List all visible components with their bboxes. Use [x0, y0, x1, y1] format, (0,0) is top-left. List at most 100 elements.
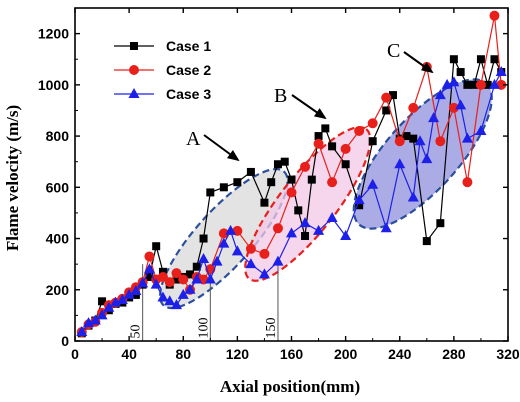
data-point [408, 102, 419, 113]
data-point [328, 142, 337, 151]
data-point [435, 136, 446, 147]
data-point [172, 275, 181, 284]
data-point [321, 124, 330, 133]
data-point [110, 296, 122, 307]
data-point [137, 277, 149, 288]
data-point [145, 272, 154, 281]
x-tick-label: 120 [226, 346, 250, 362]
data-point [448, 76, 460, 87]
data-point [191, 273, 203, 284]
data-point [233, 178, 242, 187]
data-point [313, 224, 325, 235]
data-point [422, 237, 431, 246]
legend-marker [130, 42, 138, 50]
data-point [456, 68, 465, 77]
data-point [152, 242, 161, 251]
data-point [488, 78, 500, 89]
data-point [340, 143, 351, 154]
data-point [199, 234, 208, 243]
x-axis-title: Axial position(mm) [220, 377, 360, 396]
data-point [123, 288, 135, 299]
data-point [83, 317, 95, 328]
data-point [448, 102, 459, 113]
x-tick-label: 280 [442, 346, 466, 362]
annotation-label: A [186, 128, 201, 150]
data-point [461, 132, 473, 143]
data-point [225, 224, 237, 235]
data-point [245, 258, 257, 269]
data-point [218, 228, 229, 239]
legend-marker [128, 88, 140, 98]
annotation-arrowhead [226, 150, 240, 162]
data-point [204, 273, 216, 284]
data-point [421, 153, 433, 164]
data-point [192, 262, 201, 271]
data-point [272, 223, 283, 234]
legend-label: Case 3 [166, 86, 211, 102]
data-point [177, 288, 189, 299]
data-point [327, 177, 338, 188]
data-point [367, 118, 378, 129]
data-point [164, 277, 175, 288]
tick-labels: 0 40 80 120 160 200 240 280 320 0 200 400 600 800 1000… [38, 26, 520, 362]
data-point [164, 295, 176, 306]
data-point [409, 134, 418, 143]
data-point [463, 80, 472, 89]
data-point [103, 301, 115, 312]
data-point [260, 198, 269, 207]
data-point [267, 178, 276, 187]
data-point [294, 206, 303, 215]
data-point [300, 161, 311, 172]
data-point [382, 106, 391, 115]
legend: Case 1 Case 2 Case 3 [114, 38, 211, 102]
data-point [130, 285, 142, 296]
annotation-arrowhead [420, 62, 434, 74]
legend-label: Case 2 [166, 62, 211, 78]
data-point [495, 66, 507, 77]
data-point [354, 125, 365, 136]
data-point [313, 138, 324, 149]
data-point [394, 158, 406, 169]
data-point [489, 10, 500, 21]
data-point [483, 80, 492, 89]
x-tick-label: 0 [71, 346, 79, 362]
data-point [407, 191, 419, 202]
data-point [388, 91, 397, 100]
data-point [449, 55, 458, 64]
y-tick-label: 200 [46, 282, 70, 298]
data-point [368, 137, 377, 146]
data-point [355, 201, 364, 210]
legend-marker [129, 65, 139, 75]
data-point [314, 132, 323, 141]
series-3 [76, 66, 507, 337]
reference-line-label: 150 [264, 317, 279, 338]
x-tick-label: 200 [334, 346, 358, 362]
data-point [475, 124, 487, 135]
axes [74, 7, 509, 342]
y-tick-label: 1000 [38, 77, 69, 93]
data-point [259, 248, 270, 259]
y-tick-label: 1200 [38, 26, 69, 42]
data-point [272, 255, 284, 266]
data-point [143, 263, 155, 274]
data-point [89, 314, 101, 325]
legend-label: Case 1 [166, 38, 211, 54]
data-point [258, 268, 270, 279]
y-tick-label: 600 [46, 179, 70, 195]
x-tick-label: 320 [496, 346, 520, 362]
y-tick-label: 400 [46, 231, 70, 247]
x-tick-label: 40 [121, 346, 137, 362]
data-point [158, 267, 167, 276]
data-point [157, 271, 168, 282]
data-point [441, 78, 453, 89]
data-point [286, 227, 297, 238]
data-point [475, 79, 486, 90]
y-tick-label: 0 [61, 333, 69, 349]
data-point [455, 99, 467, 110]
y-tick-label: 800 [46, 128, 70, 144]
x-tick-label: 160 [280, 346, 304, 362]
annotation-label: C [387, 40, 400, 62]
y-axis-title: Flame velocity (m/s) [3, 105, 22, 251]
data-point [273, 160, 282, 169]
